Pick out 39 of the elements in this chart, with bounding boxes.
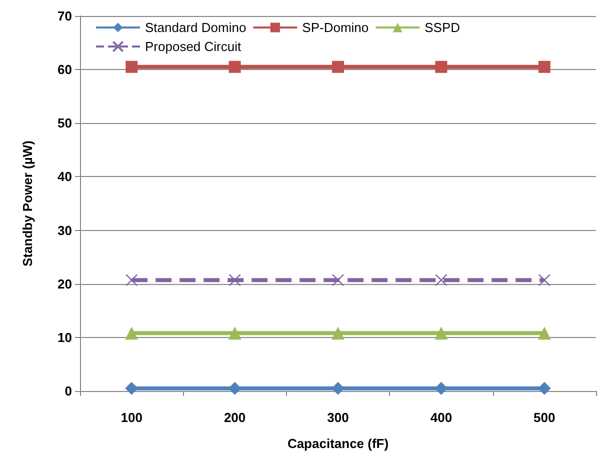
legend-label: SP-Domino bbox=[302, 20, 369, 35]
y-tick-label: 10 bbox=[58, 330, 72, 345]
point bbox=[434, 326, 448, 340]
y-tick-label: 30 bbox=[58, 222, 72, 238]
point bbox=[332, 326, 344, 340]
y-axis-title: Standby Power (µW) bbox=[20, 140, 35, 266]
point bbox=[126, 60, 138, 73]
point bbox=[332, 274, 344, 286]
point bbox=[435, 60, 448, 73]
y-tick-label: 40 bbox=[58, 169, 72, 184]
point bbox=[125, 382, 138, 395]
point bbox=[228, 60, 241, 73]
point bbox=[125, 326, 138, 340]
y-tick-label: 20 bbox=[58, 276, 72, 292]
point bbox=[538, 60, 550, 73]
y-tick-label: 50 bbox=[58, 116, 72, 131]
point bbox=[126, 274, 138, 286]
point bbox=[228, 274, 241, 286]
point bbox=[434, 382, 448, 395]
point bbox=[228, 326, 242, 340]
point bbox=[538, 274, 550, 286]
x-tick-label: 300 bbox=[327, 410, 349, 425]
point bbox=[228, 382, 242, 395]
point bbox=[538, 326, 551, 340]
x-tick-label: 100 bbox=[120, 410, 142, 425]
y-tick-label: 0 bbox=[64, 384, 72, 398]
point bbox=[435, 274, 448, 286]
x-tick-label: 500 bbox=[534, 410, 556, 425]
y-tick-label: 60 bbox=[58, 62, 72, 78]
point bbox=[538, 382, 551, 395]
legend-label: Proposed Circuit bbox=[145, 39, 242, 54]
legend-label: SSPD bbox=[424, 20, 460, 35]
y-tick-label: 70 bbox=[58, 8, 72, 24]
point bbox=[332, 60, 344, 73]
x-tick-label: 200 bbox=[224, 410, 246, 425]
legend-label: Standard Domino bbox=[145, 20, 246, 35]
x-tick-label: 400 bbox=[430, 410, 452, 425]
x-axis-title: Capacitance (fF) bbox=[287, 436, 389, 451]
point bbox=[332, 382, 344, 395]
